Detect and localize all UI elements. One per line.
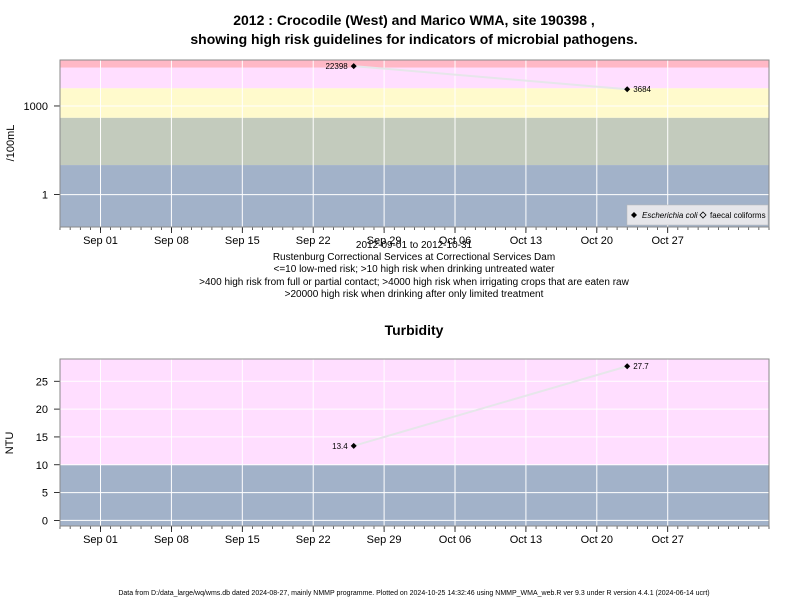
risk-band-pink (60, 67, 769, 89)
y-tick-label: 1000 (24, 101, 48, 113)
annotation-risk-2: >400 high risk from full or partial cont… (199, 277, 629, 288)
x-tick-label: Oct 13 (510, 534, 542, 546)
x-tick-label: Sep 29 (367, 235, 402, 247)
legend-marker-faecal (699, 211, 707, 219)
plot-frame-top (59, 59, 770, 228)
legend-label-ecoli: Escherichia coli (642, 211, 698, 220)
annotation-risk-1: <=10 low-med risk; >10 high risk when dr… (274, 264, 556, 275)
data-point (350, 63, 357, 70)
chart-subtitle: showing high risk guidelines for indicat… (190, 31, 637, 47)
footer-note: Data from D:/data_large/wq/wms.db dated … (118, 590, 709, 597)
y-axis-bottom: 0 5 10 15 20 25 (36, 376, 60, 527)
data-label: 22398 (325, 62, 348, 71)
series-top: 22398 3684 (325, 62, 651, 94)
data-point (624, 86, 631, 93)
series-bottom: 13.4 27.7 (332, 362, 649, 451)
data-point (624, 363, 631, 370)
turbidity-title: Turbidity (385, 322, 444, 338)
y-tick-label: 15 (36, 432, 48, 444)
x-tick-label: Oct 06 (439, 235, 471, 247)
x-tick-label: Oct 20 (581, 235, 613, 247)
legend: Escherichia coli faecal coliforms (626, 204, 769, 226)
annotation-site: Rustenburg Correctional Services at Corr… (273, 252, 555, 263)
y-tick-label: 1 (42, 190, 48, 202)
legend-label-faecal: faecal coliforms (710, 211, 766, 220)
annotation-date-range: 2012-09-01 to 2012-10-31 (356, 240, 473, 251)
x-tick-label: Sep 22 (296, 235, 331, 247)
x-tick-label: Oct 06 (439, 534, 471, 546)
x-tick-label: Sep 29 (367, 534, 402, 546)
x-tick-label: Oct 20 (581, 534, 613, 546)
x-tick-label: Sep 15 (225, 534, 260, 546)
data-label: 27.7 (633, 362, 649, 371)
risk-bands-bottom (60, 359, 769, 526)
x-tick-label: Oct 27 (652, 534, 684, 546)
chart-title: 2012 : Crocodile (West) and Marico WMA, … (233, 12, 595, 28)
x-tick-label: Sep 15 (225, 235, 260, 247)
gridlines-top (60, 60, 769, 227)
x-tick-label: Sep 22 (296, 534, 331, 546)
x-tick-label: Sep 01 (83, 235, 118, 247)
y-tick-label: 0 (42, 515, 48, 527)
data-label: 13.4 (332, 442, 348, 451)
legend-marker-ecoli (631, 212, 637, 218)
x-tick-label: Oct 27 (652, 235, 684, 247)
x-tick-label: Oct 13 (510, 235, 542, 247)
risk-band-yellow (60, 88, 769, 118)
data-point (350, 442, 357, 449)
data-label: 3684 (633, 85, 651, 94)
series-line (353, 365, 628, 447)
annotation-risk-3: >20000 high risk when drinking after onl… (285, 289, 544, 300)
y-tick-label: 5 (42, 488, 48, 500)
y-axis-label-bottom: NTU (4, 432, 16, 455)
y-tick-label: 20 (36, 404, 48, 416)
plot-frame-bottom (59, 358, 770, 527)
x-tick-label: Sep 01 (83, 534, 118, 546)
risk-band-blue (60, 464, 769, 526)
y-tick-label: 25 (36, 376, 48, 388)
series-line (353, 65, 628, 91)
y-tick-label: 10 (36, 460, 48, 472)
risk-band-red (60, 60, 769, 68)
risk-band-pink (60, 359, 769, 465)
x-axis-bottom: Sep 01 Sep 08 Sep 15 Sep 22 Sep 29 Oct 06 Oct … (59, 526, 770, 546)
gridlines-bottom (60, 359, 769, 526)
y-axis-label-top: /100mL (5, 125, 17, 162)
risk-bands-top (60, 60, 769, 227)
x-tick-label: Sep 08 (154, 235, 189, 247)
risk-band-green (60, 117, 769, 166)
x-axis-top: Sep 01 Sep 08 Sep 15 Sep 22 Sep 29 Oct 06 Oct … (59, 227, 770, 247)
y-axis-top: 1 1000 (24, 101, 60, 202)
x-tick-label: Sep 08 (154, 534, 189, 546)
